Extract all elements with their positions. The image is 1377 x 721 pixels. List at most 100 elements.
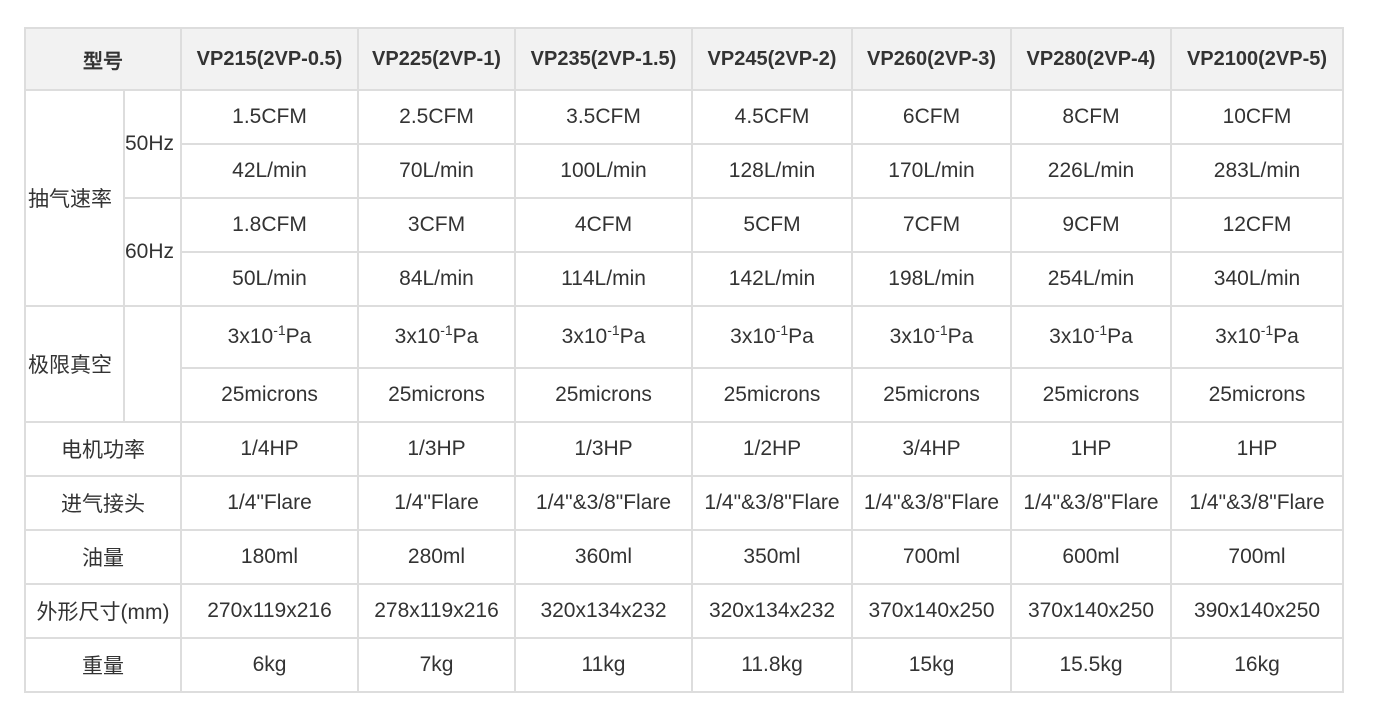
pumping-speed-label: 抽气速率 — [24, 89, 125, 307]
model-name: VP245(2VP-2) — [691, 27, 853, 91]
spec-value: 270x119x216 — [180, 583, 359, 639]
pumping-speed-value: 226L/min — [1010, 143, 1172, 199]
pumping-speed-value: 2.5CFM — [357, 89, 516, 145]
vacuum-exponent: -1 — [1094, 322, 1108, 338]
vacuum-microns-value: 25microns — [514, 367, 693, 423]
vacuum-exponent: -1 — [775, 322, 789, 338]
pumping-speed-value: 3CFM — [357, 197, 516, 253]
model-name: VP280(2VP-4) — [1010, 27, 1172, 91]
spec-value: 1/3HP — [514, 421, 693, 477]
spec-value: 16kg — [1170, 637, 1344, 693]
spec-label: 外形尺寸(mm) — [24, 583, 182, 639]
spec-value: 1/4"&3/8"Flare — [514, 475, 693, 531]
vacuum-pa-value: 3x10-1Pa — [357, 305, 516, 369]
vacuum-base: 3x10 — [1215, 325, 1261, 348]
vacuum-pa-value: 3x10-1Pa — [1010, 305, 1172, 369]
spec-value: 600ml — [1010, 529, 1172, 585]
spec-value: 15kg — [851, 637, 1012, 693]
pumping-speed-value: 100L/min — [514, 143, 693, 199]
pumping-speed-row: 抽气速率 50Hz 1.5CFM 2.5CFM 3.5CFM 4.5CFM 6CFM 8CFM… — [24, 89, 1344, 307]
spec-label: 油量 — [24, 529, 182, 585]
spec-value: 370x140x250 — [851, 583, 1012, 639]
pumping-speed-value: 4CFM — [514, 197, 693, 253]
vacuum-unit: Pa — [947, 325, 974, 348]
vacuum-exponent: -1 — [607, 322, 620, 338]
pumping-speed-value: 5CFM — [691, 197, 853, 253]
spec-row: 油量 180ml 280ml 360ml 350ml 700ml 600ml 700ml — [24, 529, 1344, 585]
ultimate-vacuum-label: 极限真空 — [24, 305, 125, 423]
pumping-speed-value: 50L/min — [180, 251, 359, 307]
vacuum-microns-value: 25microns — [357, 367, 516, 423]
spec-value: 1/4HP — [180, 421, 359, 477]
model-name: VP2100(2VP-5) — [1170, 27, 1344, 91]
spec-row: 重量 6kg 7kg 11kg 11.8kg 15kg 15.5kg 16kg — [24, 637, 1344, 693]
header-row: 型号 VP215(2VP-0.5) VP225(2VP-1) VP235(2VP-1.… — [24, 27, 1344, 91]
spec-row: 外形尺寸(mm) 270x119x216 278x119x216 320x134x23… — [24, 583, 1344, 639]
vacuum-pa-value: 3x10-1Pa — [851, 305, 1012, 369]
model-name: VP235(2VP-1.5) — [514, 27, 693, 91]
vacuum-exponent: -1 — [440, 322, 453, 338]
pumping-speed-value: 6CFM — [851, 89, 1012, 145]
spec-value: 278x119x216 — [357, 583, 516, 639]
pumping-speed-value: 7CFM — [851, 197, 1012, 253]
spec-value: 1/2HP — [691, 421, 853, 477]
vacuum-microns-value: 25microns — [691, 367, 853, 423]
pumping-speed-value: 128L/min — [691, 143, 853, 199]
spec-value: 700ml — [1170, 529, 1344, 585]
vacuum-base: 3x10 — [1049, 325, 1095, 348]
vacuum-pa-value: 3x10-1Pa — [691, 305, 853, 369]
spec-table: 型号 VP215(2VP-0.5) VP225(2VP-1) VP235(2VP-1.… — [24, 27, 1344, 693]
pumping-speed-value: 3.5CFM — [514, 89, 693, 145]
spec-value: 1HP — [1170, 421, 1344, 477]
pumping-speed-value: 1.5CFM — [180, 89, 359, 145]
spec-value: 3/4HP — [851, 421, 1012, 477]
spec-value: 1/4"&3/8"Flare — [851, 475, 1012, 531]
ultimate-vacuum-row: 25microns 25microns 25microns 25microns 25mi… — [25, 367, 1344, 423]
model-name: VP260(2VP-3) — [851, 27, 1012, 91]
spec-value: 15.5kg — [1010, 637, 1172, 693]
spec-row: 电机功率 1/4HP 1/3HP 1/3HP 1/2HP 3/4HP 1HP 1HP — [24, 421, 1344, 477]
spec-label: 进气接头 — [24, 475, 182, 531]
pumping-speed-value: 4.5CFM — [691, 89, 853, 145]
spec-label: 重量 — [24, 637, 182, 693]
pumping-speed-row: 60Hz 1.8CFM 3CFM 4CFM 5CFM 7CFM 9CFM 12CFM — [25, 197, 1344, 307]
vacuum-microns-value: 25microns — [1170, 367, 1344, 423]
spec-label: 电机功率 — [24, 421, 182, 477]
spec-value: 180ml — [180, 529, 359, 585]
vacuum-microns-value: 25microns — [1010, 367, 1172, 423]
pumping-speed-value: 198L/min — [851, 251, 1012, 307]
pumping-speed-value: 1.8CFM — [180, 197, 359, 253]
vacuum-pa-value: 3x10-1Pa — [1170, 305, 1344, 369]
vacuum-unit: Pa — [788, 325, 814, 348]
vacuum-microns-value: 25microns — [180, 367, 359, 423]
pumping-speed-value: 340L/min — [1170, 251, 1344, 307]
vacuum-unit: Pa — [619, 325, 646, 348]
spec-value: 1/4"Flare — [180, 475, 359, 531]
pumping-speed-value: 8CFM — [1010, 89, 1172, 145]
spec-value: 360ml — [514, 529, 693, 585]
pumping-speed-value: 142L/min — [691, 251, 853, 307]
model-name: VP215(2VP-0.5) — [180, 27, 359, 91]
pumping-speed-row: 50L/min 84L/min 114L/min 142L/min 198L/min 25… — [25, 251, 1344, 307]
spec-value: 280ml — [357, 529, 516, 585]
frequency-label: 50Hz — [123, 89, 182, 199]
pumping-speed-value: 10CFM — [1170, 89, 1344, 145]
spec-value: 700ml — [851, 529, 1012, 585]
vacuum-unit: Pa — [1107, 325, 1133, 348]
spec-value: 1/4"&3/8"Flare — [691, 475, 853, 531]
vacuum-unit: Pa — [452, 325, 479, 348]
spec-value: 11.8kg — [691, 637, 853, 693]
vacuum-unit: Pa — [285, 325, 312, 348]
pumping-speed-value: 9CFM — [1010, 197, 1172, 253]
vacuum-base: 3x10 — [394, 325, 441, 348]
vacuum-base: 3x10 — [561, 325, 608, 348]
spec-value: 1/4"&3/8"Flare — [1170, 475, 1344, 531]
spec-value: 1HP — [1010, 421, 1172, 477]
model-name: VP225(2VP-1) — [357, 27, 516, 91]
spec-value: 1/4"Flare — [357, 475, 516, 531]
vacuum-microns-value: 25microns — [851, 367, 1012, 423]
pumping-speed-value: 84L/min — [357, 251, 516, 307]
pumping-speed-value: 42L/min — [180, 143, 359, 199]
vacuum-base: 3x10 — [889, 325, 936, 348]
model-header-label: 型号 — [24, 27, 182, 91]
